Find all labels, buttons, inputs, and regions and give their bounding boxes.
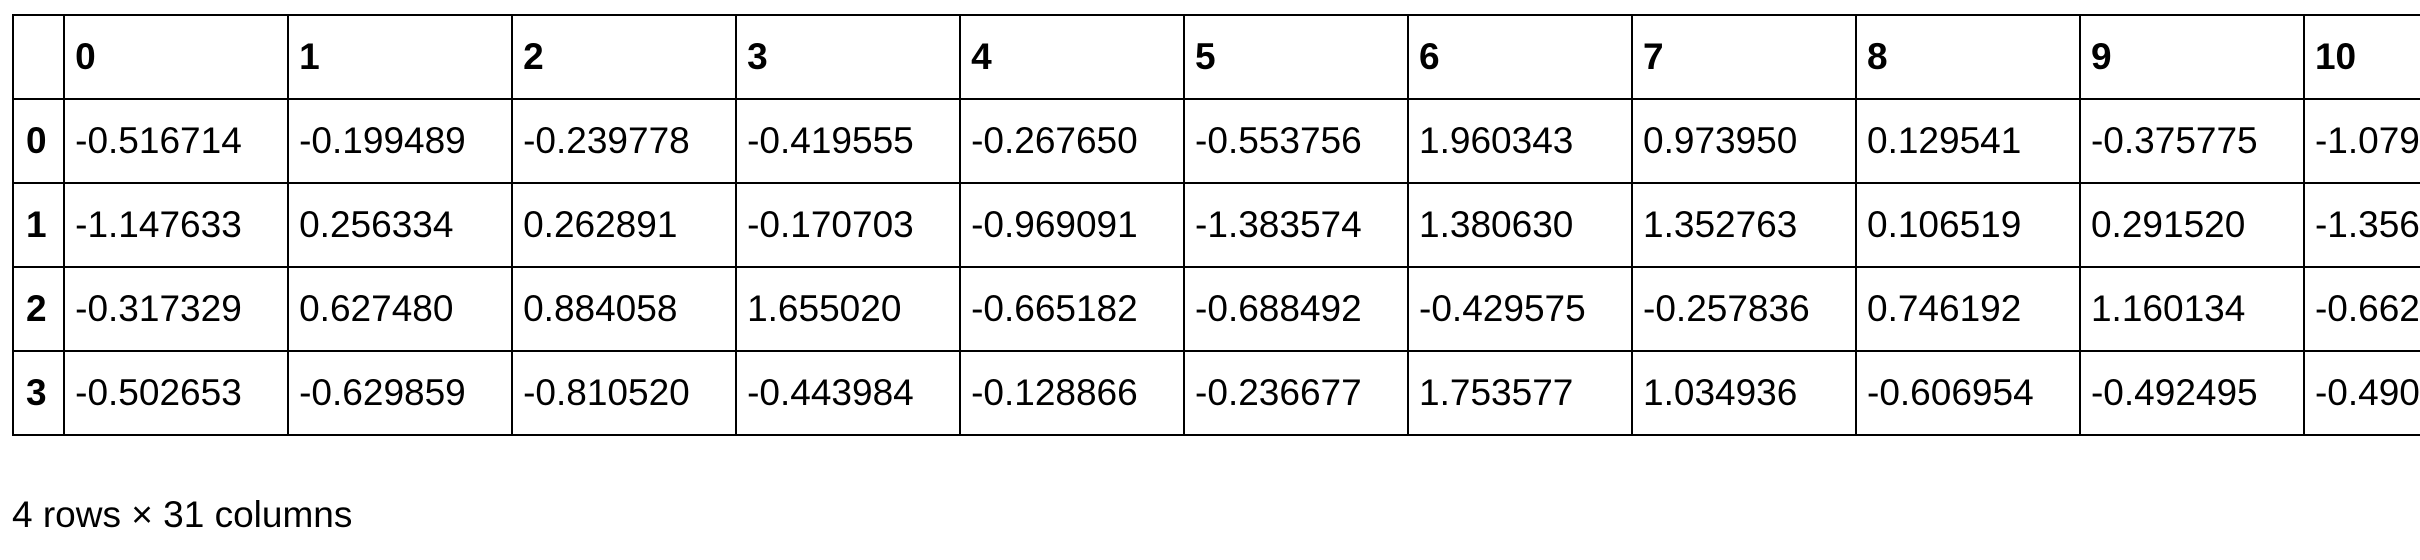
table-cell: -0.4901 [2302,350,2420,436]
table-cell: 0.884058 [511,266,738,352]
table-cell: -1.383574 [1183,182,1410,268]
table-cell: 1.160134 [2078,266,2305,352]
table-cell: -0.516714 [63,98,290,184]
table-cell: 1.380630 [1407,182,1634,268]
column-header: 6 [1407,14,1634,100]
table-cell: -0.257836 [1631,266,1857,352]
dataframe-shape-caption: 4 rows × 31 columns [12,494,353,535]
table-cell: -0.553756 [1183,98,1410,184]
table-cell: 1.352763 [1631,182,1857,268]
table-cell: 0.129541 [1855,98,2081,184]
table-cell: 0.746192 [1855,266,2081,352]
table-cell: 1.655020 [735,266,962,352]
table-cell: 1.960343 [1407,98,1634,184]
table-cell: -0.375775 [2078,98,2305,184]
column-header: 2 [511,14,738,100]
table-cell: -1.0798 [2302,98,2420,184]
row-index: 2 [12,266,66,352]
table-row: 1 -1.147633 0.256334 0.262891 -0.170703 … [12,182,2420,268]
table-cell: -0.419555 [735,98,962,184]
dataframe-container: 0 1 2 3 4 5 6 7 8 9 10 0 -0.516714 -0.19… [12,14,2420,436]
table-cell: -0.810520 [511,350,738,436]
table-cell: -1.147633 [63,182,290,268]
table-cell: 0.627480 [287,266,514,352]
table-row: 2 -0.317329 0.627480 0.884058 1.655020 -… [12,266,2420,352]
table-cell: -0.236677 [1183,350,1410,436]
table-cell: -1.3567 [2302,182,2420,268]
column-header: 7 [1631,14,1857,100]
index-header [12,14,66,100]
column-header: 4 [959,14,1186,100]
table-cell: -0.170703 [735,182,962,268]
table-cell: 0.256334 [287,182,514,268]
table-cell: -0.688492 [1183,266,1410,352]
table-cell: -0.502653 [63,350,290,436]
column-header: 0 [63,14,290,100]
column-header: 10 [2302,14,2420,100]
table-cell: -0.239778 [511,98,738,184]
table-cell: -0.665182 [959,266,1186,352]
table-cell: 0.106519 [1855,182,2081,268]
table-cell: -0.429575 [1407,266,1634,352]
table-cell: -0.969091 [959,182,1186,268]
table-cell: -0.128866 [959,350,1186,436]
table-cell: 0.262891 [511,182,738,268]
column-header: 8 [1855,14,2081,100]
table-cell: 1.034936 [1631,350,1857,436]
row-index: 3 [12,350,66,436]
table-cell: -0.443984 [735,350,962,436]
table-cell: -0.606954 [1855,350,2081,436]
table-cell: -0.629859 [287,350,514,436]
table-row: 0 -0.516714 -0.199489 -0.239778 -0.41955… [12,98,2420,184]
table-cell: -0.492495 [2078,350,2305,436]
column-header: 3 [735,14,962,100]
column-header: 5 [1183,14,1410,100]
table-cell: -0.317329 [63,266,290,352]
dataframe-table: 0 1 2 3 4 5 6 7 8 9 10 0 -0.516714 -0.19… [12,14,2420,436]
table-cell: 1.753577 [1407,350,1634,436]
table-cell: -0.199489 [287,98,514,184]
table-cell: -0.267650 [959,98,1186,184]
column-header: 1 [287,14,514,100]
table-cell: 0.973950 [1631,98,1857,184]
column-header: 9 [2078,14,2305,100]
table-row: 3 -0.502653 -0.629859 -0.810520 -0.44398… [12,350,2420,436]
row-index: 0 [12,98,66,184]
header-row: 0 1 2 3 4 5 6 7 8 9 10 [12,14,2420,100]
table-cell: -0.6626 [2302,266,2420,352]
row-index: 1 [12,182,66,268]
table-cell: 0.291520 [2078,182,2305,268]
